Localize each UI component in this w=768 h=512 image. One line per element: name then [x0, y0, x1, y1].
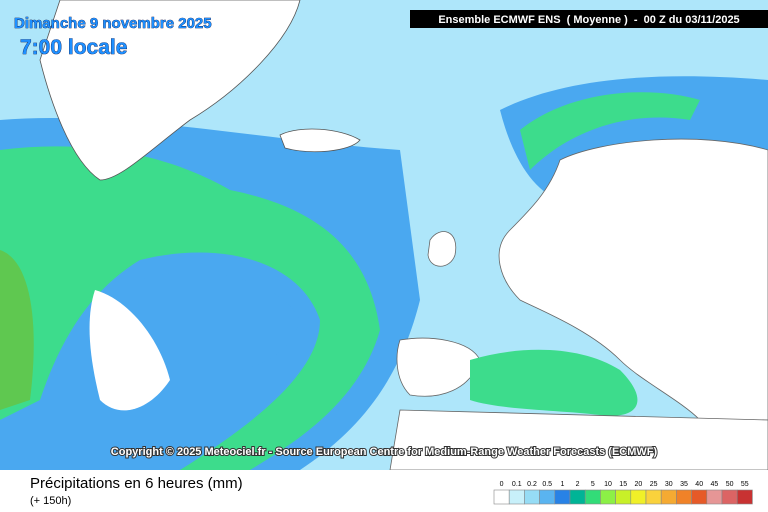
model-box — [410, 10, 768, 28]
legend-swatch — [508, 489, 525, 505]
africa — [389, 409, 768, 471]
legend-swatch — [706, 489, 723, 505]
legend-swatch — [660, 489, 677, 505]
legend-swatch — [691, 489, 708, 505]
legend-swatch — [736, 489, 753, 505]
iceland — [279, 128, 361, 153]
legend-swatch — [676, 489, 692, 505]
legend-label: 0.2 — [527, 481, 537, 488]
legend-label: 35 — [680, 481, 688, 488]
legend-label: 55 — [741, 481, 749, 488]
greenland — [39, 0, 301, 181]
legend-swatch — [524, 489, 540, 505]
precip-green — [0, 146, 380, 471]
model-label: Ensemble ECMWF ENS ( Moyenne ) - 00 Z du… — [438, 14, 739, 26]
time-label: 7:00 locale — [20, 36, 127, 59]
precip-green — [520, 92, 700, 170]
legend-swatch — [554, 489, 571, 505]
legend-label: 40 — [695, 481, 703, 488]
legend-swatch — [493, 489, 510, 505]
legend-label: 50 — [726, 481, 734, 488]
legend-label: 10 — [604, 481, 612, 488]
europe — [498, 138, 768, 421]
legend-swatch — [630, 489, 647, 505]
legend-swatch — [600, 489, 616, 505]
legend-swatch — [615, 489, 632, 505]
legend-label: 2 — [576, 481, 580, 488]
legend-label: 45 — [711, 481, 719, 488]
precip-green — [0, 250, 34, 410]
legend-label: 15 — [619, 481, 627, 488]
precip-mediterranean — [470, 349, 638, 416]
legend-label: 25 — [650, 481, 658, 488]
date-label: Dimanche 9 novembre 2025 — [14, 15, 212, 32]
legend-label: 0 — [500, 481, 504, 488]
legend-label: 0.1 — [512, 481, 522, 488]
legend-swatch — [584, 489, 601, 505]
legend-swatch — [569, 489, 586, 505]
legend-label: 30 — [665, 481, 673, 488]
dry-area — [89, 290, 170, 411]
legend-swatch — [539, 489, 556, 505]
footer-title: Précipitations en 6 heures (mm) — [30, 475, 243, 492]
legend-label: 1 — [560, 481, 564, 488]
legend-label: 20 — [635, 481, 643, 488]
legend: 0 0.1 0.2 0.5 1 2 5 10 15 20 25 30 35 40 45 50 55 — [493, 481, 753, 505]
britain — [427, 231, 457, 267]
legend-label: 0.5 — [542, 481, 552, 488]
copyright: Copyright © 2025 Meteociel.fr - Source E… — [111, 446, 658, 458]
iberia — [396, 337, 481, 397]
legend-swatch — [645, 489, 662, 505]
footer-lead: (+ 150h) — [30, 495, 71, 507]
precip-blue — [137, 272, 300, 373]
legend-swatch — [721, 489, 738, 505]
legend-label: 5 — [591, 481, 595, 488]
